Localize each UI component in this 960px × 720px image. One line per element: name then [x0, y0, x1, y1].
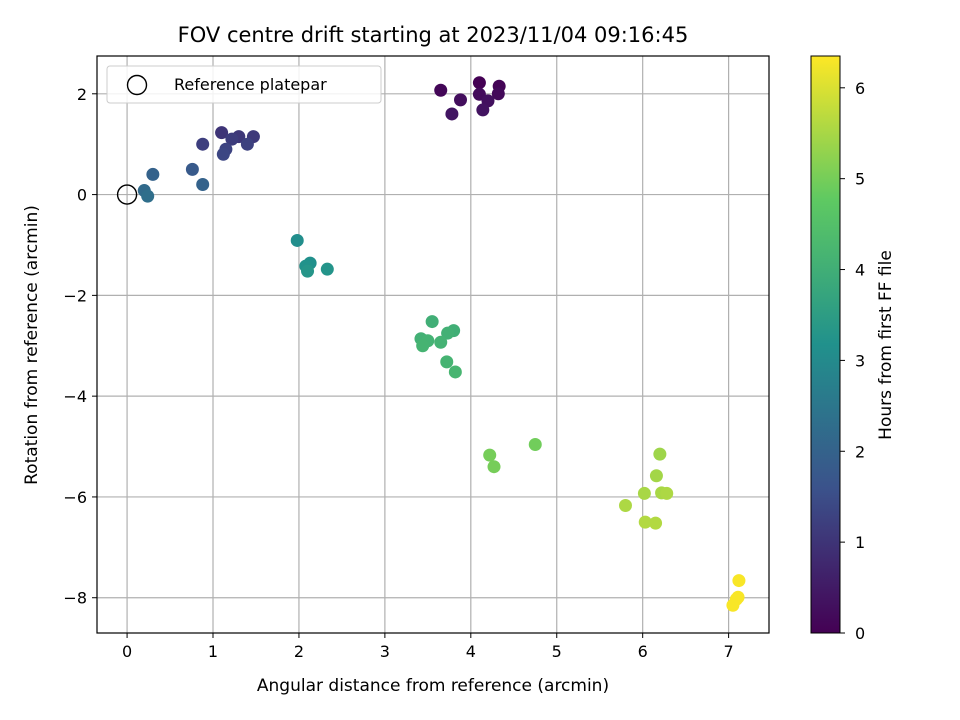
legend: Reference platepar	[106, 65, 382, 104]
x-axis: 0 1 2 3 4 5 6 7	[122, 633, 734, 661]
scatter-point	[637, 486, 651, 500]
scatter-point	[440, 355, 454, 369]
y-tick-label: −6	[63, 488, 87, 507]
scatter-point	[472, 76, 486, 90]
scatter-point	[483, 448, 497, 462]
legend-box	[106, 65, 382, 104]
chart-title: FOV centre drift starting at 2023/11/04 …	[178, 23, 689, 47]
scatter-point	[320, 262, 334, 276]
plot-frame	[96, 55, 770, 634]
scatter-point	[453, 93, 467, 107]
x-tick-label: 6	[638, 642, 648, 661]
scatter-point	[141, 189, 155, 203]
colorbar-tick-label: 0	[855, 624, 865, 643]
x-tick-label: 5	[552, 642, 562, 661]
scatter-point	[441, 326, 455, 340]
reference-platepar-marker	[116, 184, 138, 205]
colorbar-tick-label: 2	[855, 442, 865, 461]
scatter-point	[618, 499, 632, 513]
colorbar: 0 1 2 3 4 5 6 Hours from first FF file	[810, 55, 896, 643]
scatter-point	[491, 87, 505, 101]
scatter-point	[660, 486, 674, 500]
scatter-point	[445, 107, 459, 121]
scatter-point	[448, 365, 462, 379]
legend-marker-open-circle	[126, 74, 148, 96]
y-tick-label: −2	[63, 286, 87, 305]
y-axis-title: Rotation from reference (arcmin)	[22, 205, 42, 485]
colorbar-tick-label: 3	[855, 351, 865, 370]
scatter-point	[726, 598, 740, 612]
x-tick-label: 4	[466, 642, 476, 661]
scatter-point	[425, 315, 439, 329]
scatter-point	[196, 137, 210, 151]
scatter-point	[215, 126, 229, 140]
x-tick-label: 1	[208, 642, 218, 661]
scatter-point	[416, 339, 430, 353]
scatter-point	[290, 233, 304, 247]
legend-label: Reference platepar	[174, 75, 327, 94]
colorbar-tick-label: 6	[855, 79, 865, 98]
scatter-point	[476, 103, 490, 117]
colorbar-tick-label: 4	[855, 261, 865, 280]
colorbar-gradient	[810, 55, 841, 634]
x-tick-label: 7	[724, 642, 734, 661]
scatter-point	[225, 132, 239, 146]
y-tick-label: 2	[77, 85, 87, 104]
y-tick-label: −8	[63, 589, 87, 608]
y-tick-label: 0	[77, 186, 87, 205]
x-tick-label: 0	[122, 642, 132, 661]
scatter-point	[146, 167, 160, 181]
colorbar-tick-label: 5	[855, 170, 865, 189]
scatter-point	[216, 147, 230, 161]
scatter-point	[732, 574, 746, 588]
x-tick-label: 3	[380, 642, 390, 661]
colorbar-label: Hours from first FF file	[876, 250, 896, 440]
scatter-point	[240, 137, 254, 151]
scatter-point	[434, 83, 448, 97]
scatter-point	[638, 515, 652, 529]
scatter-point	[649, 469, 663, 483]
scatter-point	[301, 264, 315, 278]
scatter-points	[137, 76, 746, 612]
colorbar-ticks: 0 1 2 3 4 5 6	[840, 79, 865, 643]
scatter-point	[196, 178, 210, 192]
scatter-point	[434, 335, 448, 349]
y-axis: 2 0 −2 −4 −6 −8	[63, 85, 97, 608]
x-tick-label: 2	[294, 642, 304, 661]
x-axis-title: Angular distance from reference (arcmin)	[257, 676, 609, 696]
colorbar-tick-label: 1	[855, 533, 865, 552]
scatter-point	[649, 516, 663, 530]
scatter-point	[185, 162, 199, 176]
scatter-point	[487, 460, 501, 474]
scatter-point	[653, 447, 667, 461]
y-tick-label: −4	[63, 387, 87, 406]
scatter-point	[528, 438, 542, 452]
reference-layer	[116, 184, 138, 205]
